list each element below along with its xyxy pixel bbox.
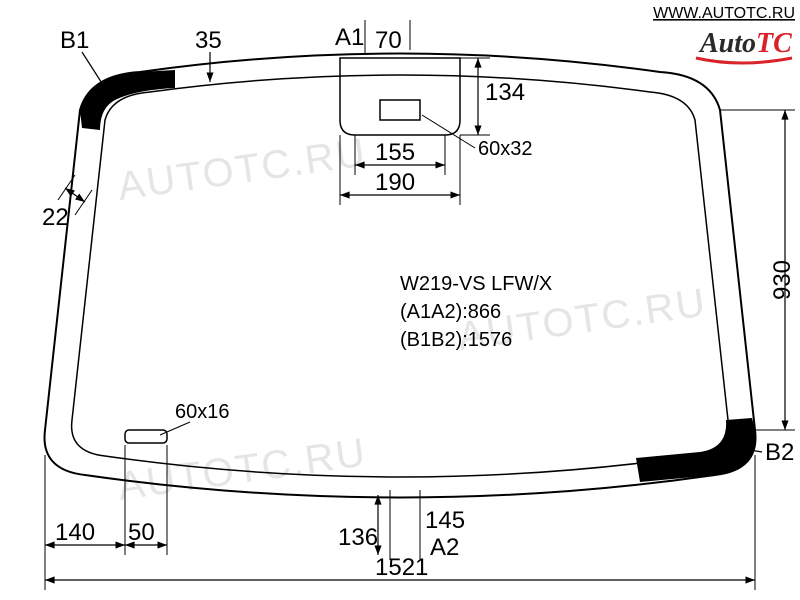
part-line3: (B1B2):1576: [400, 329, 512, 351]
svg-text:TC: TC: [756, 28, 792, 59]
svg-text:Auto: Auto: [698, 28, 756, 59]
ext-22b: [75, 190, 92, 215]
corner-b2-fill: [636, 418, 756, 482]
sensor-housing: [340, 58, 460, 135]
dim-22: 22: [42, 204, 69, 231]
leader-60x32: [422, 115, 475, 148]
dim-35: 35: [195, 27, 222, 54]
leader-b1: [82, 52, 105, 88]
diagram-root: AUTOTC.RU AUTOTC.RU AUTOTC.RU B1 A1 35 7…: [0, 0, 800, 600]
logo-autotc: Auto TC: [696, 28, 792, 63]
label-a1: A1: [335, 24, 364, 51]
dim-155: 155: [375, 139, 415, 166]
label-a2: A2: [430, 534, 459, 561]
dim-60x32: 60x32: [478, 138, 533, 160]
dim-190: 190: [375, 169, 415, 196]
watermark-1: AUTOTC.RU: [115, 130, 369, 208]
dim-50: 50: [128, 519, 155, 546]
part-line1: W219-VS LFW/X: [400, 273, 552, 295]
dim-60x16: 60x16: [175, 401, 230, 423]
dim-1521: 1521: [375, 554, 428, 581]
source-url: WWW.AUTOTC.RU: [653, 5, 795, 22]
dim-136: 136: [338, 524, 378, 551]
dim-70: 70: [375, 27, 402, 54]
vin-slot: [125, 430, 167, 443]
sensor-window: [380, 100, 420, 120]
label-b1: B1: [60, 27, 89, 54]
part-line2: (A1A2):866: [400, 301, 501, 323]
dim-930: 930: [769, 260, 796, 300]
dim-145b: 145: [425, 507, 465, 534]
label-b2: B2: [765, 439, 794, 466]
leader-60x16: [160, 422, 190, 435]
dimline-22: [65, 188, 85, 202]
dim-134: 134: [485, 79, 525, 106]
corner-b1-fill: [80, 70, 175, 130]
dim-140: 140: [55, 519, 95, 546]
